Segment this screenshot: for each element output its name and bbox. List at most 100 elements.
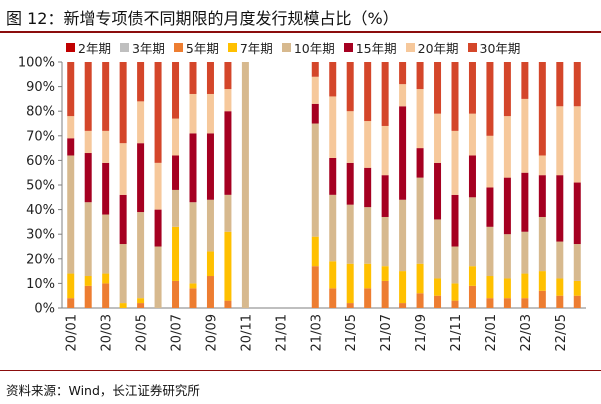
bar-segment-15年期 [119, 194, 127, 245]
legend-item: 2年期 [66, 38, 111, 57]
bar-segment-7年期 [189, 283, 197, 289]
bar-segment-5年期 [189, 288, 197, 308]
legend-swatch [227, 43, 237, 52]
x-tick-label: 22/05 [554, 314, 569, 351]
bar-segment-20年期 [84, 130, 92, 154]
bar-segment-10年期 [311, 123, 319, 237]
bar-segment-7年期 [573, 280, 581, 296]
bar-segment-10年期 [468, 197, 476, 267]
legend-swatch [173, 43, 183, 52]
bar-segment-30年期 [206, 62, 214, 94]
title-divider [0, 31, 601, 33]
bar-segment-30年期 [119, 62, 127, 144]
chart-legend: 2年期 3年期 5年期 7年期 10年期 15年期 20年期 30年期 [66, 38, 520, 57]
y-tick-label: 40% [26, 203, 55, 218]
legend-swatch [343, 43, 353, 52]
bar-segment-5年期 [381, 280, 389, 308]
bar-segment-10年期 [416, 177, 424, 264]
bar-segment-7年期 [311, 236, 319, 267]
bar-segment-30年期 [329, 62, 337, 97]
bar-segment-10年期 [521, 231, 529, 274]
bar-segment-5年期 [364, 288, 372, 308]
bar-segment-10年期 [206, 199, 214, 252]
bar-segment-20年期 [102, 130, 110, 163]
legend-swatch [405, 43, 415, 52]
bar-segment-20年期 [137, 101, 145, 144]
bar-segment-30年期 [486, 62, 494, 136]
bar-segment-10年期 [364, 207, 372, 264]
bar-segment-5年期 [172, 280, 180, 308]
bar-segment-15年期 [154, 209, 162, 247]
bar-segment-5年期 [521, 298, 529, 308]
bar-segment-7年期 [451, 283, 459, 301]
legend-label: 7年期 [239, 41, 273, 56]
bar-segment-20年期 [503, 116, 511, 178]
y-tick-label: 10% [26, 277, 55, 292]
bar-segment-10年期 [102, 214, 110, 274]
bar-segment-10年期 [486, 226, 494, 277]
bar-segment-30年期 [416, 62, 424, 90]
bar-segment-5年期 [556, 295, 564, 308]
bar-segment-7年期 [67, 273, 75, 299]
bar-segment-10年期 [84, 202, 92, 277]
y-tick-label: 50% [26, 179, 55, 194]
bar-segment-10年期 [154, 246, 162, 308]
bar-segment-15年期 [311, 103, 319, 124]
bar-segment-7年期 [102, 273, 110, 284]
bar-segment-20年期 [346, 111, 354, 163]
y-tick-label: 30% [26, 228, 55, 243]
legend-label: 3年期 [131, 41, 165, 56]
bar-segment-15年期 [102, 162, 110, 215]
legend-item: 3年期 [119, 38, 165, 57]
bar-segment-5年期 [468, 285, 476, 308]
bar-segment-30年期 [224, 62, 232, 90]
bar-segment-15年期 [556, 175, 564, 242]
bar-segment-10年期 [119, 244, 127, 304]
chart-title: 图 12：新增专项债不同期限的月度发行规模占比（%） [6, 9, 399, 28]
bar-segment-7年期 [434, 278, 442, 296]
legend-item: 7年期 [227, 38, 273, 57]
legend-swatch [66, 43, 75, 52]
bar-segment-30年期 [102, 62, 110, 131]
x-tick-label: 21/05 [344, 314, 359, 351]
bar-segment-20年期 [538, 155, 546, 176]
bar-segment-10年期 [189, 202, 197, 284]
bar-segment-20年期 [468, 113, 476, 156]
bar-segment-15年期 [381, 175, 389, 217]
x-tick-label: 21/07 [379, 314, 394, 351]
bar-segment-5年期 [311, 266, 319, 308]
bar-segment-7年期 [224, 231, 232, 301]
bar-segment-20年期 [573, 106, 581, 183]
source-divider [0, 370, 601, 371]
legend-label: 30年期 [479, 41, 521, 56]
bar-segment-20年期 [329, 96, 337, 158]
y-tick-label: 100% [18, 56, 55, 71]
bar-segment-10年期 [346, 204, 354, 264]
bar-segment-7年期 [381, 266, 389, 281]
bar-segment-7年期 [172, 226, 180, 281]
bar-segment-5年期 [451, 300, 459, 308]
bar-segment-30年期 [573, 62, 581, 107]
legend-item: 20年期 [405, 38, 459, 57]
legend-swatch [119, 43, 129, 52]
bar-segment-5年期 [434, 295, 442, 308]
x-tick-label: 20/01 [65, 314, 80, 351]
y-tick-label: 80% [26, 105, 55, 120]
bar-segment-7年期 [346, 263, 354, 304]
x-tick-label: 20/05 [135, 314, 150, 351]
x-tick-label: 21/03 [309, 314, 324, 351]
legend-label: 20年期 [417, 41, 459, 56]
bar-segment-30年期 [189, 62, 197, 94]
bar-segment-15年期 [399, 106, 407, 200]
x-tick-label: 20/07 [170, 314, 185, 351]
bar-segment-20年期 [451, 130, 459, 195]
bar-segment-7年期 [468, 266, 476, 286]
bar-segment-20年期 [434, 113, 442, 163]
x-tick-label: 22/01 [484, 314, 499, 351]
y-tick-label: 60% [26, 154, 55, 169]
bar-segment-7年期 [84, 276, 92, 286]
bar-segment-15年期 [364, 167, 372, 208]
bar-segment-15年期 [434, 162, 442, 220]
bar-segment-20年期 [119, 143, 127, 195]
bar-segment-15年期 [503, 177, 511, 235]
